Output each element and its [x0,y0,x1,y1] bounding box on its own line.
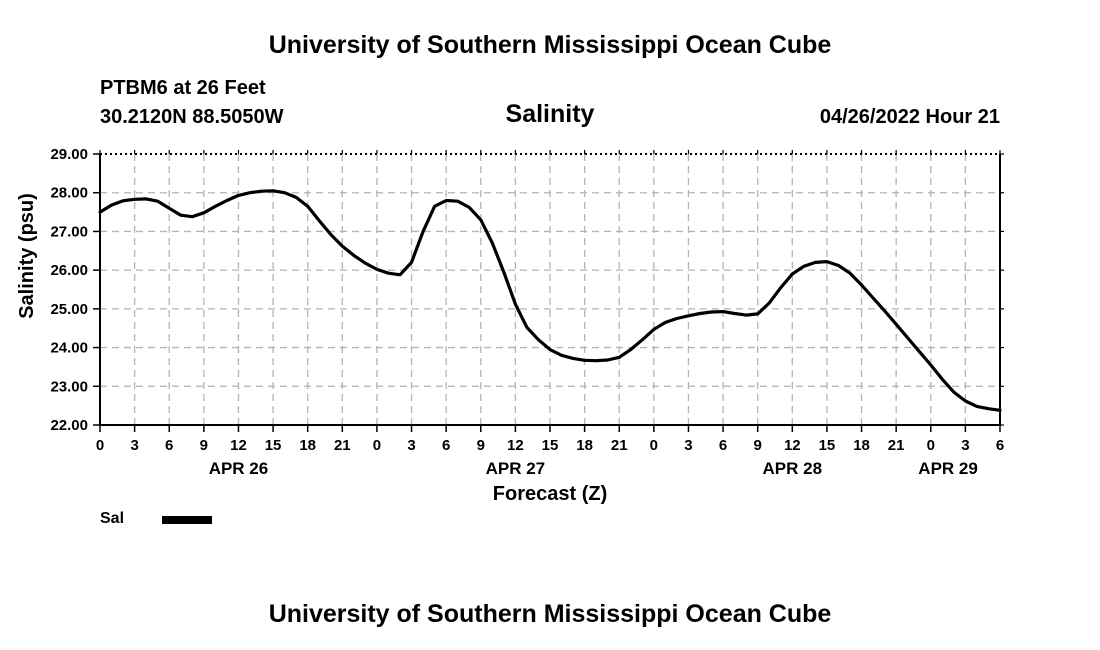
coordinates-label: 30.2120N 88.5050W [100,106,284,128]
footer-title: University of Southern Mississippi Ocean… [268,600,832,628]
x-date-label: APR 29 [918,459,978,478]
x-axis-title: Forecast (Z) [493,483,607,505]
x-date-label: APR 28 [763,459,823,478]
x-tick-label: 12 [784,437,801,454]
x-tick-label: 3 [961,437,969,454]
tick-labels: 0 3 6 9 12 15 18 21 0 3 6 9 12 15 18 21 0 3 6 9 12 15 18 21 0 3 6 A… [50,146,1004,478]
x-tick-label: 9 [477,437,485,454]
axes-layer [93,150,1004,432]
x-tick-label: 3 [407,437,415,454]
page-title: University of Southern Mississippi Ocean… [268,31,832,59]
x-tick-label: 21 [334,437,351,454]
y-tick-label: 24.00 [50,340,88,357]
x-date-label: APR 26 [209,459,269,478]
series-layer [98,189,1002,412]
x-tick-label: 18 [853,437,870,454]
x-tick-label: 6 [442,437,450,454]
x-tick-label: 3 [684,437,692,454]
x-tick-label: 18 [576,437,593,454]
x-tick-label: 21 [611,437,628,454]
y-tick-label: 26.00 [50,262,88,279]
x-tick-label: 9 [200,437,208,454]
x-tick-label: 6 [719,437,727,454]
series-line-salinity [98,189,1002,412]
y-tick-label: 28.00 [50,185,88,202]
x-tick-label: 15 [819,437,836,454]
x-tick-label: 18 [299,437,316,454]
x-tick-label: 0 [927,437,935,454]
y-tick-label: 22.00 [50,417,88,434]
x-tick-label: 0 [96,437,104,454]
y-tick-label: 23.00 [50,378,88,395]
x-tick-label: 6 [996,437,1004,454]
x-tick-label: 21 [888,437,905,454]
y-tick-label: 29.00 [50,146,88,163]
chart-title: Salinity [505,100,595,128]
legend-swatch [162,516,212,524]
y-tick-label: 25.00 [50,301,88,318]
x-tick-label: 3 [130,437,138,454]
x-date-label: APR 27 [486,459,546,478]
x-tick-label: 9 [754,437,762,454]
x-tick-label: 0 [373,437,381,454]
timestamp-label: 04/26/2022 Hour 21 [819,106,1000,128]
x-tick-label: 12 [507,437,524,454]
x-tick-label: 0 [650,437,658,454]
y-tick-label: 27.00 [50,223,88,240]
legend-label: Sal [100,510,125,527]
x-tick-label: 15 [265,437,282,454]
x-tick-label: 12 [230,437,247,454]
station-label: PTBM6 at 26 Feet [100,77,266,99]
y-axis-title: Salinity (psu) [16,193,38,319]
x-tick-label: 15 [542,437,559,454]
x-tick-label: 6 [165,437,173,454]
